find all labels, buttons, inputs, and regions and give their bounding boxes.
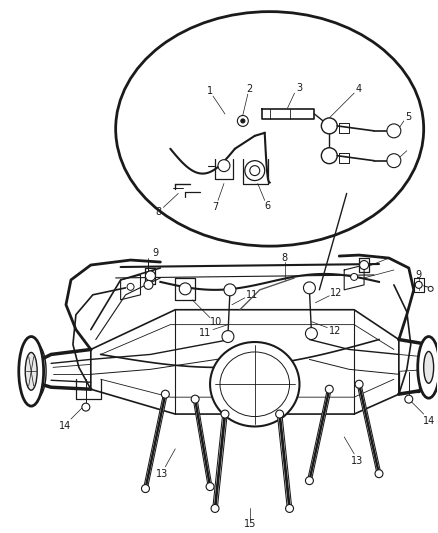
Circle shape (305, 328, 318, 340)
Ellipse shape (19, 336, 44, 406)
Text: 3: 3 (297, 83, 303, 93)
Text: 1: 1 (207, 86, 213, 96)
Text: 15: 15 (244, 519, 256, 529)
Circle shape (145, 271, 155, 281)
Text: 10: 10 (210, 317, 222, 327)
Circle shape (141, 484, 149, 492)
Circle shape (286, 504, 293, 512)
Ellipse shape (418, 336, 438, 398)
Circle shape (321, 148, 337, 164)
Circle shape (415, 281, 422, 288)
Circle shape (304, 282, 315, 294)
Text: 8: 8 (282, 253, 288, 263)
Circle shape (375, 470, 383, 478)
Text: 12: 12 (329, 326, 342, 336)
Circle shape (221, 410, 229, 418)
Circle shape (222, 330, 234, 343)
Circle shape (321, 118, 337, 134)
Text: 14: 14 (423, 416, 435, 426)
Circle shape (161, 390, 170, 398)
Circle shape (276, 410, 283, 418)
Text: 9: 9 (152, 248, 159, 258)
Circle shape (355, 380, 363, 388)
Circle shape (387, 154, 401, 168)
Text: 11: 11 (199, 328, 211, 337)
Ellipse shape (220, 352, 290, 417)
Circle shape (360, 261, 368, 270)
Text: 12: 12 (330, 288, 343, 298)
Text: 4: 4 (356, 84, 362, 94)
Text: 2: 2 (247, 84, 253, 94)
Circle shape (82, 403, 90, 411)
Ellipse shape (25, 352, 37, 390)
Ellipse shape (116, 12, 424, 246)
Text: 9: 9 (416, 270, 422, 280)
Circle shape (191, 395, 199, 403)
Circle shape (325, 385, 333, 393)
Circle shape (405, 395, 413, 403)
Text: 13: 13 (351, 456, 363, 466)
Circle shape (305, 477, 314, 484)
Text: 14: 14 (59, 421, 71, 431)
Circle shape (224, 284, 236, 296)
Text: 7: 7 (212, 203, 218, 212)
Ellipse shape (424, 351, 434, 383)
Text: 13: 13 (156, 469, 169, 479)
Circle shape (218, 160, 230, 172)
Text: 5: 5 (406, 112, 412, 122)
Text: 6: 6 (265, 201, 271, 212)
Circle shape (387, 124, 401, 138)
Ellipse shape (210, 342, 300, 426)
Circle shape (241, 119, 245, 123)
Circle shape (351, 273, 357, 280)
Text: 8: 8 (155, 207, 162, 217)
Circle shape (250, 166, 260, 175)
Circle shape (206, 482, 214, 490)
Circle shape (211, 504, 219, 512)
Circle shape (179, 283, 191, 295)
Circle shape (245, 160, 265, 181)
Text: 11: 11 (246, 290, 258, 300)
Circle shape (428, 286, 433, 292)
Circle shape (237, 116, 248, 126)
Circle shape (127, 284, 134, 290)
Circle shape (144, 280, 153, 289)
